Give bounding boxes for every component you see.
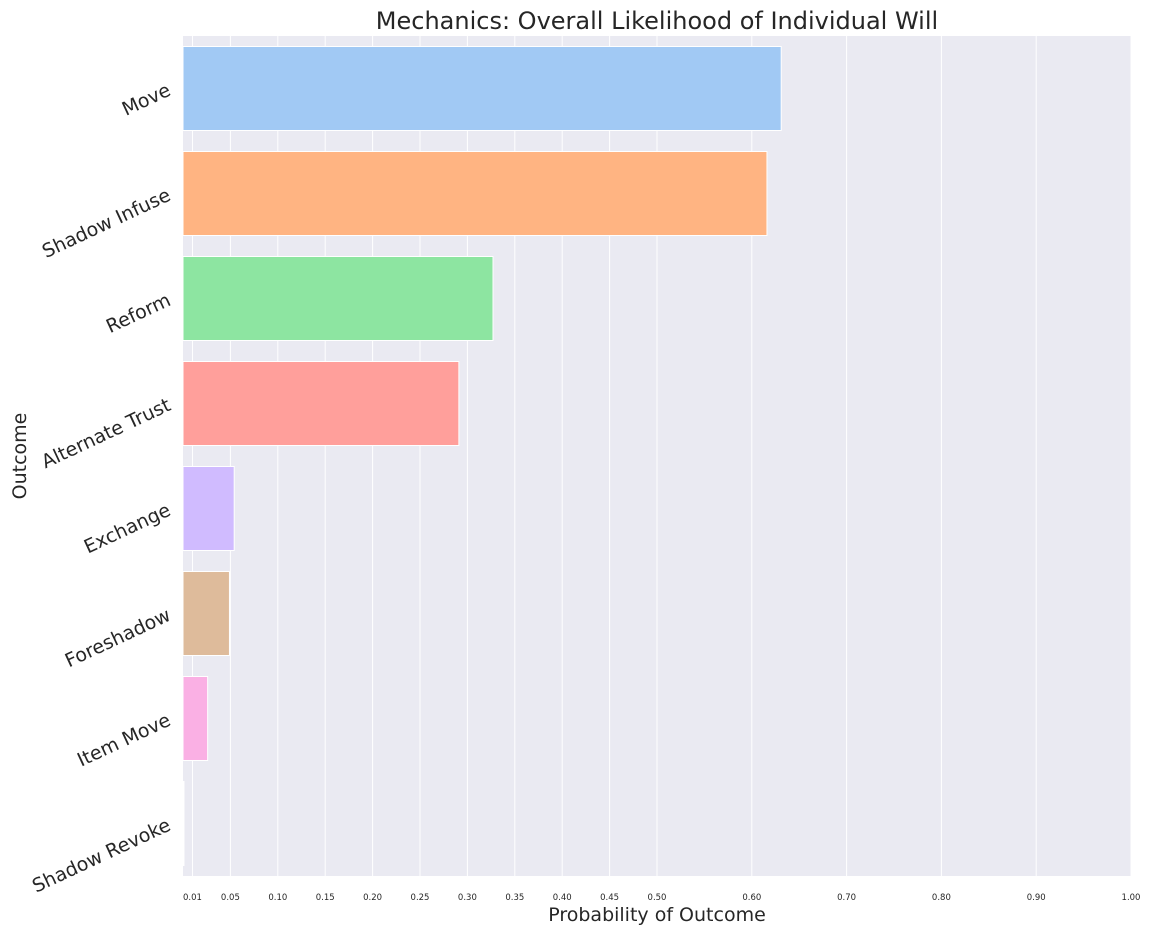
x-tick-label: 0.80 [932, 893, 951, 903]
x-tick-label: 0.25 [411, 893, 430, 903]
x-tick-label: 0.20 [363, 893, 382, 903]
y-tick-label: Shadow Infuse [39, 184, 174, 263]
x-tick-label: 0.50 [648, 893, 667, 903]
bar-alternate-trust [182, 361, 460, 446]
x-tick-label: 0.45 [600, 893, 619, 903]
bar-foreshadow [182, 571, 230, 656]
y-tick-label: Exchange [81, 499, 174, 558]
x-tick-label: 0.70 [837, 893, 856, 903]
y-tick-label: Shadow Revoke [29, 814, 174, 897]
x-tick-label: 0.01 [183, 893, 202, 903]
y-axis-label: Outcome [9, 413, 31, 500]
x-tick-label: 0.60 [742, 893, 761, 903]
x-tick-label: 0.05 [221, 893, 240, 903]
x-tick-label: 1.00 [1122, 893, 1141, 903]
x-tick-labels: 0.01 0.05 0.10 0.15 0.20 0.25 0.30 0.35 0.40 0.45… [183, 893, 1140, 903]
x-axis-label: Probability of Outcome [548, 904, 766, 926]
x-tick-label: 0.10 [268, 893, 287, 903]
chart-title: Mechanics: Overall Likelihood of Individ… [376, 7, 938, 35]
bar-move [182, 46, 782, 131]
x-tick-label: 0.15 [316, 893, 335, 903]
bars [182, 46, 782, 866]
x-tick-label: 0.90 [1027, 893, 1046, 903]
y-tick-labels: Move Shadow Infuse Reform Alternate Trust Ex… [29, 79, 174, 897]
x-tick-label: 0.40 [553, 893, 572, 903]
bar-item-move [182, 676, 209, 761]
x-tick-label: 0.30 [458, 893, 477, 903]
bar-shadow-infuse [182, 151, 768, 236]
y-tick-label: Move [119, 79, 174, 120]
bar-shadow-revoke [182, 781, 185, 866]
y-tick-label: Reform [103, 289, 174, 338]
y-tick-label: Foreshadow [62, 604, 174, 672]
x-tick-label: 0.35 [505, 893, 524, 903]
y-tick-label: Item Move [74, 709, 174, 771]
y-tick-label: Alternate Trust [38, 394, 174, 473]
bar-reform [182, 256, 494, 341]
bar-exchange [182, 466, 235, 551]
